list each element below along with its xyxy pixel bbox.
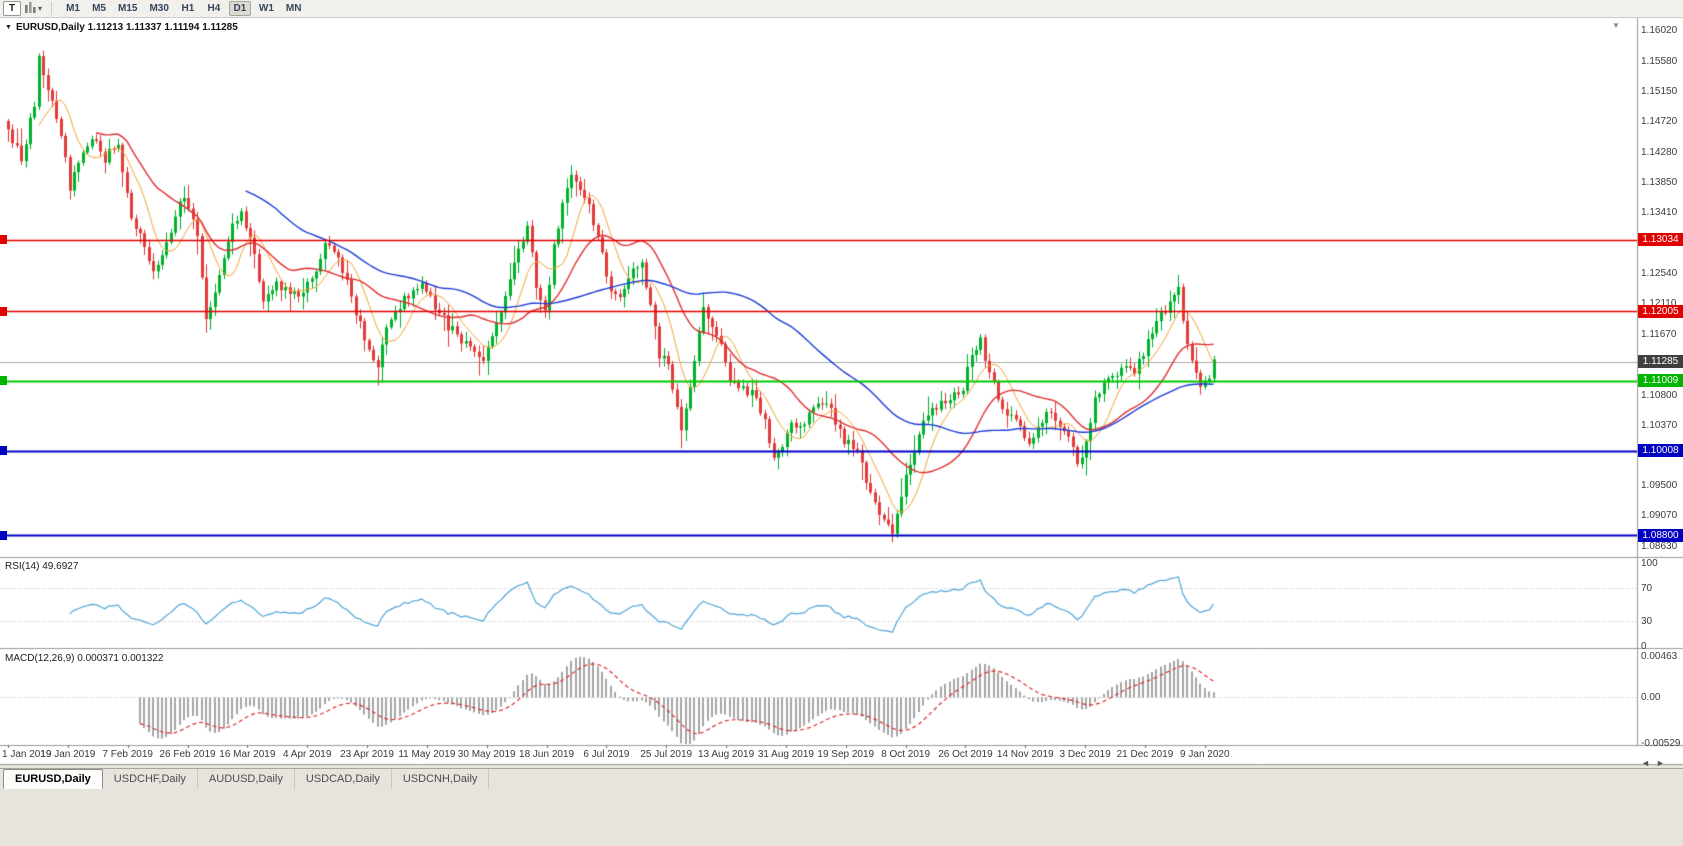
price-axis-label: 1.08630	[1641, 540, 1678, 552]
dropdown-caret-icon: ▾	[38, 3, 43, 13]
timeframe-button-h1[interactable]: H1	[181, 3, 195, 14]
price-axis-label: 1.15580	[1641, 55, 1678, 67]
date-axis-label: 13 Aug 2019	[697, 749, 755, 760]
chart-tab-usdcad[interactable]: USDCAD,Daily	[295, 769, 392, 789]
timeframe-button-h4[interactable]: H4	[207, 3, 221, 14]
chart-objects-icon	[25, 1, 36, 16]
timeframe-button-m15[interactable]: M15	[118, 3, 138, 14]
date-axis-label: 21 Dec 2019	[1116, 749, 1174, 760]
chart-ohlc-text: EURUSD,Daily 1.11213 1.11337 1.11194 1.1…	[15, 22, 238, 33]
chart-tab-usdcnh[interactable]: USDCNH,Daily	[392, 769, 490, 789]
date-axis-label: 26 Feb 2019	[159, 749, 216, 760]
macd-axis-label: -0.00529	[1641, 738, 1681, 749]
price-axis-label: 1.13850	[1641, 176, 1678, 188]
current-price-tag: 1.11285	[1638, 355, 1683, 369]
timeframe-button-m1[interactable]: M1	[66, 3, 80, 14]
chart-tab-eurusd[interactable]: EURUSD,Daily	[3, 769, 103, 789]
rsi-axis-label: 0	[1641, 641, 1647, 652]
price-axis[interactable]: 1.16020 1.15580 1.15150 1.14720 1.14280 1.138…	[1638, 18, 1683, 745]
price-axis-label: 1.15150	[1641, 85, 1678, 97]
rsi-axis-label: 100	[1641, 558, 1658, 569]
date-axis[interactable]: 1 Jan 2019 19 Jan 2019 7 Feb 2019 26 Feb 20…	[0, 746, 1637, 764]
chart-tab-usdchf[interactable]: USDCHF,Daily	[103, 769, 198, 789]
date-axis-label: 4 Apr 2019	[283, 749, 332, 760]
date-axis-label: 14 Nov 2019	[996, 749, 1054, 760]
price-axis-label: 1.14280	[1641, 146, 1678, 158]
line-marker-left	[0, 306, 7, 316]
macd-axis-label: 0.00463	[1641, 651, 1678, 662]
chart-title: ▼ EURUSD,Daily 1.11213 1.11337 1.11194 1.…	[5, 22, 238, 33]
date-axis-label: 30 May 2019	[457, 749, 516, 760]
timeframe-button-m30[interactable]: M30	[149, 3, 169, 14]
price-axis-label: 1.16020	[1641, 25, 1678, 37]
line-marker-left	[0, 235, 7, 245]
line-marker-left	[0, 446, 7, 456]
price-axis-label: 1.11670	[1641, 328, 1677, 340]
date-axis-label: 16 Mar 2019	[219, 749, 276, 760]
rsi-axis-label: 30	[1641, 616, 1653, 628]
date-axis-label: 8 Oct 2019	[881, 749, 931, 760]
date-axis-label: 3 Dec 2019	[1059, 749, 1111, 760]
date-axis-label: 1 Jan 2019	[2, 749, 52, 760]
tab-bar: EURUSD,Daily USDCHF,Daily AUDUSD,Daily USDC…	[0, 768, 1683, 789]
date-axis-label: 19 Sep 2019	[817, 749, 875, 760]
line-marker-left	[0, 530, 7, 540]
date-axis-label: 31 Aug 2019	[757, 749, 814, 760]
date-axis-label: 23 Apr 2019	[340, 749, 394, 760]
macd-indicator-label: MACD(12,26,9) 0.000371 0.001322	[5, 653, 164, 664]
rsi-axis-label: 70	[1641, 582, 1653, 594]
price-axis-label: 1.10800	[1641, 389, 1678, 401]
date-axis-label: 19 Jan 2019	[40, 749, 96, 760]
chart-menu-icon[interactable]: ▼	[5, 24, 12, 31]
date-axis-label: 11 May 2019	[398, 749, 456, 760]
support-line-tag: 1.10008	[1638, 444, 1683, 458]
date-axis-label: 6 Jul 2019	[583, 749, 630, 760]
macd-axis-label: 0.00	[1641, 691, 1661, 703]
price-axis-label: 1.10370	[1641, 419, 1678, 431]
price-axis-label: 1.09070	[1641, 510, 1678, 522]
support-line-tag: 1.08800	[1638, 528, 1683, 542]
timeframe-button-m5[interactable]: M5	[92, 3, 106, 14]
date-axis-label: 9 Jan 2020	[1180, 749, 1230, 760]
timeframe-button-d1[interactable]: D1	[228, 1, 251, 16]
price-axis-label: 1.14720	[1641, 115, 1678, 127]
price-axis-label: 1.13410	[1641, 207, 1678, 219]
chart-objects-button[interactable]: ▾	[21, 1, 46, 16]
scroll-right-button[interactable]: ►	[1656, 758, 1665, 768]
timeframe-button-mn[interactable]: MN	[285, 3, 302, 14]
timeframe-button-w1[interactable]: W1	[258, 3, 274, 14]
price-axis-label: 1.09500	[1641, 480, 1678, 492]
line-marker-left	[0, 376, 7, 386]
resistance-line-tag: 1.13034	[1638, 233, 1683, 247]
support-line-tag: 1.11009	[1638, 374, 1683, 388]
resistance-line-tag: 1.12005	[1638, 304, 1683, 318]
price-axis-label: 1.12540	[1641, 268, 1678, 280]
scroll-left-button[interactable]: ◄	[1641, 758, 1650, 768]
chart-shift-marker[interactable]: ▼	[1612, 21, 1620, 30]
toolbar: T ▾ M1 M5 M15 M30 H1 H4 D1 W1 MN	[0, 0, 1683, 18]
text-tool-button[interactable]: T	[3, 1, 21, 16]
timeframe-group: M1 M5 M15 M30 H1 H4 D1 W1 MN	[62, 1, 305, 16]
chart-tab-audusd[interactable]: AUDUSD,Daily	[198, 769, 295, 789]
price-axis-label: 1.12110	[1641, 298, 1677, 310]
date-axis-label: 18 Jun 2019	[519, 749, 575, 760]
rsi-indicator-label: RSI(14) 49.6927	[5, 561, 79, 572]
date-axis-label: 7 Feb 2019	[102, 749, 153, 760]
date-axis-label: 25 Jul 2019	[640, 749, 693, 760]
toolbar-separator	[51, 2, 53, 15]
date-axis-label: 26 Oct 2019	[938, 749, 993, 760]
